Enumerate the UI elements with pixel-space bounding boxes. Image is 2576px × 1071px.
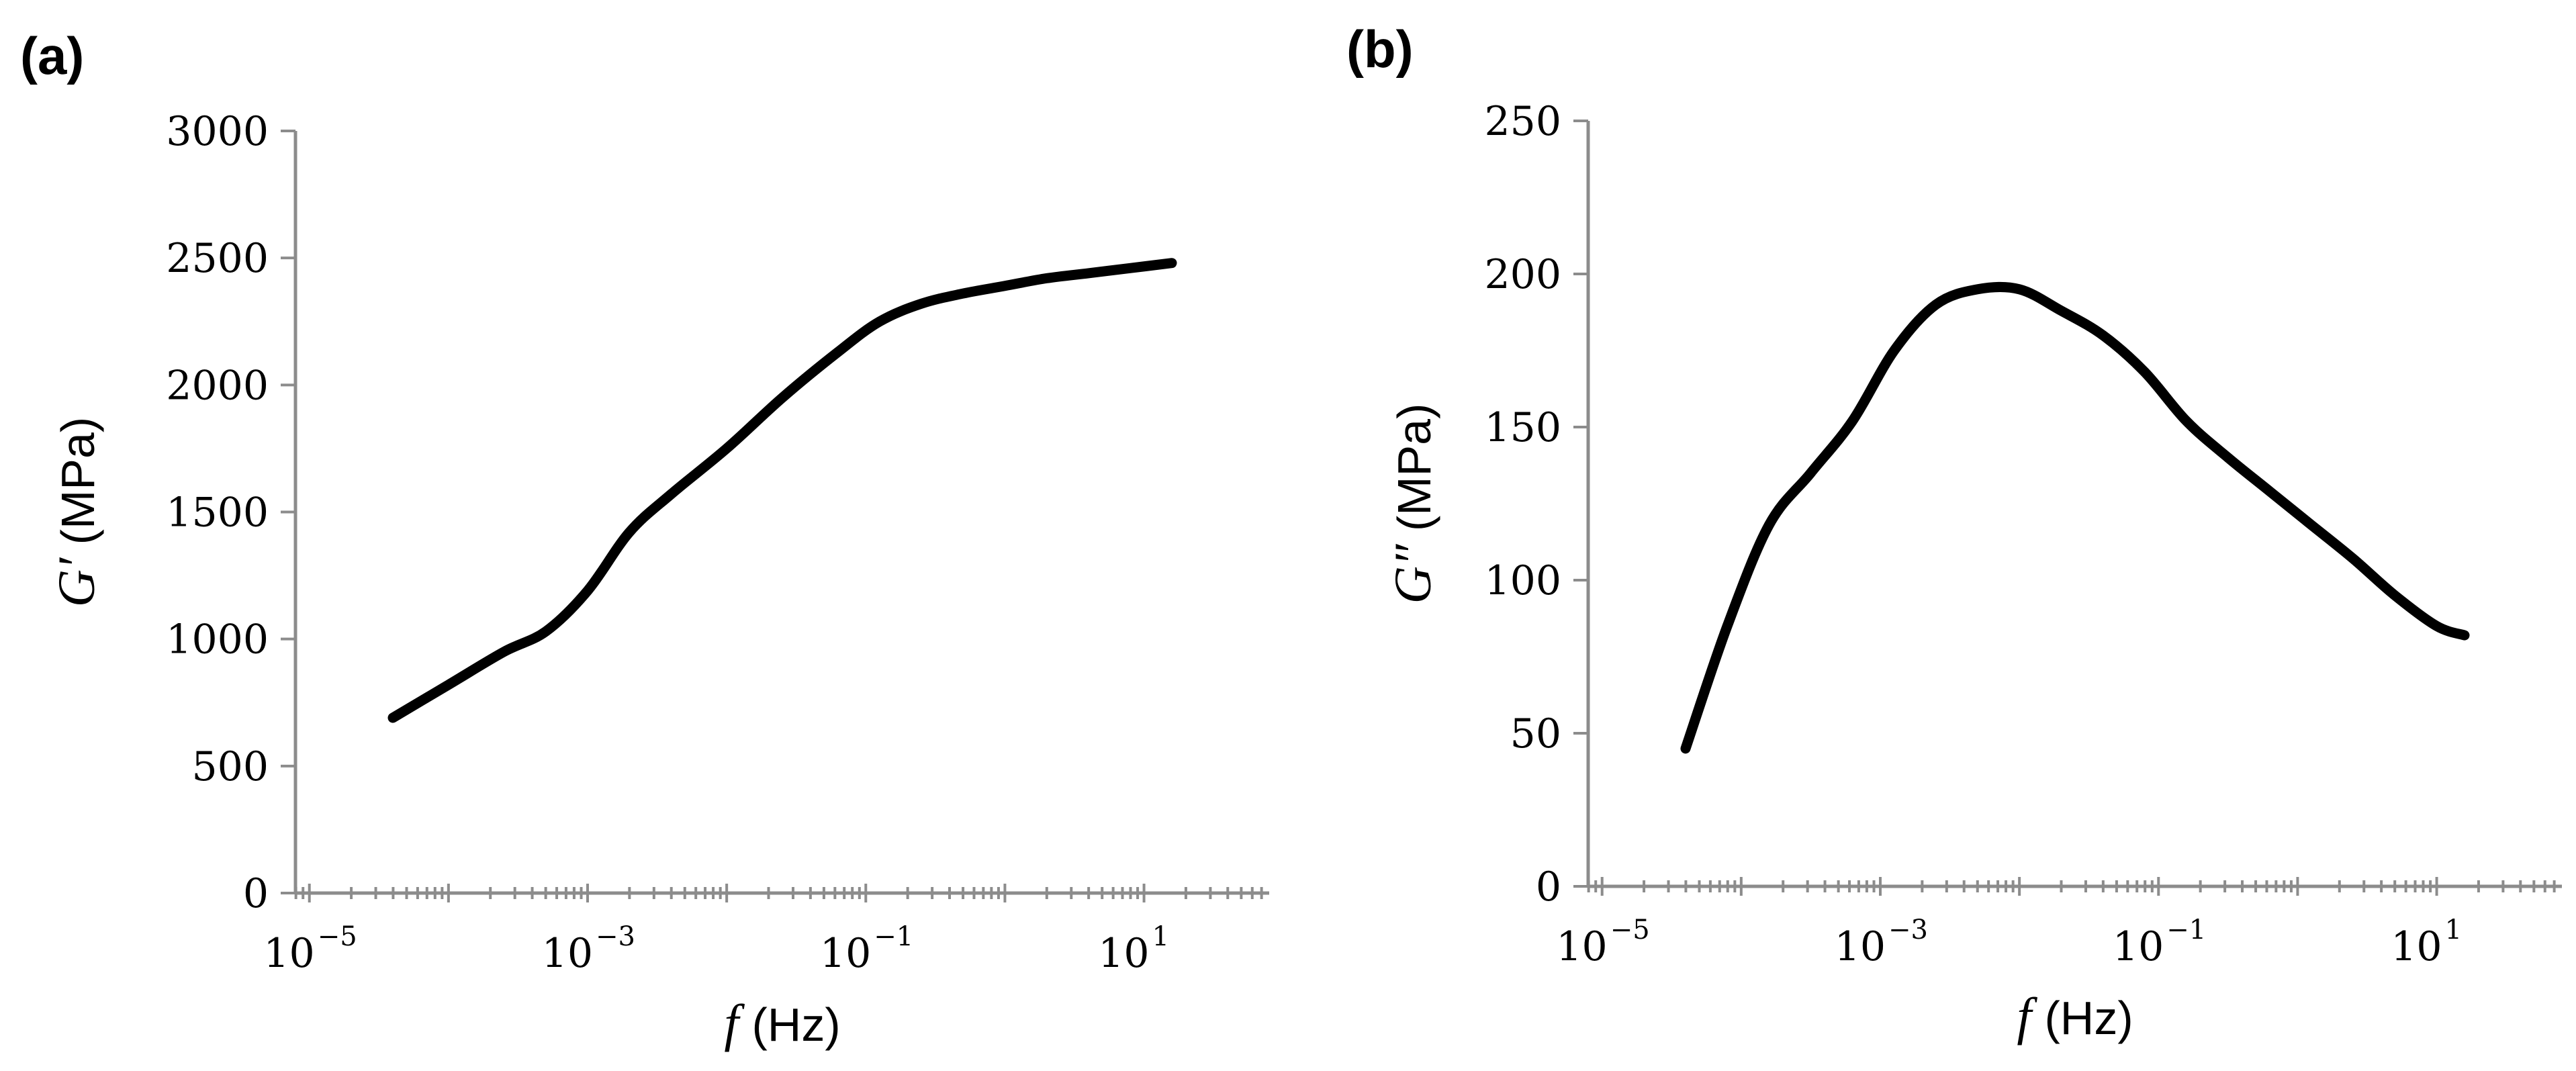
x-axis-label: f (Hz) — [2017, 987, 2133, 1045]
x-tick-exponent: −1 — [2166, 915, 2206, 945]
x-axis-unit: (Hz) — [739, 998, 841, 1051]
x-tick-label: 10 −3 — [1835, 915, 1928, 970]
x-tick-exponent: 1 — [1152, 921, 1169, 952]
x-tick-label: 10 −3 — [542, 921, 635, 977]
x-tick-exponent: −3 — [596, 921, 635, 952]
y-tick-label: 0 — [243, 870, 269, 917]
y-tick-label: 1000 — [166, 616, 269, 663]
x-tick-base: 10 — [1835, 923, 1886, 970]
y-axis-label: G″ (MPa) — [1383, 404, 1442, 604]
y-tick-label: 250 — [1484, 98, 1561, 145]
x-tick-exponent: −3 — [1888, 915, 1928, 945]
x-axis-unit: (Hz) — [2031, 992, 2133, 1044]
x-tick-label: 10 −1 — [820, 921, 913, 977]
x-tick-base: 10 — [263, 930, 314, 977]
x-axis-label: f (Hz) — [724, 994, 840, 1052]
x-tick-exponent: −5 — [1610, 915, 1650, 945]
panel-label: (b) — [1346, 19, 1414, 79]
y-axis-unit: (MPa) — [1388, 404, 1440, 545]
y-tick-label: 1500 — [166, 490, 269, 537]
x-tick-label: 10 1 — [2391, 915, 2462, 970]
y-tick-label: 500 — [191, 743, 269, 790]
y-tick-label: 2000 — [166, 362, 269, 409]
x-tick-base: 10 — [2391, 923, 2442, 970]
panel-label: (a) — [20, 26, 84, 85]
x-tick-label: 10 −5 — [263, 921, 357, 977]
x-tick-base: 10 — [820, 930, 871, 977]
y-tick-label: 50 — [1510, 710, 1561, 757]
x-tick-base: 10 — [2113, 923, 2164, 970]
y-axis-unit: (MPa) — [52, 417, 104, 558]
x-tick-base: 10 — [1098, 930, 1149, 977]
x-tick-label: 10 −1 — [2113, 915, 2206, 970]
y-tick-label: 200 — [1484, 251, 1561, 298]
y-tick-label: 0 — [1536, 864, 1561, 911]
y-axis-variable: G′ — [47, 557, 105, 607]
x-tick-exponent: −5 — [318, 921, 357, 952]
y-tick-label: 150 — [1484, 404, 1561, 451]
x-tick-exponent: 1 — [2445, 915, 2462, 945]
x-tick-base: 10 — [1556, 923, 1607, 970]
series-line-loss-modulus — [1680, 281, 2470, 754]
y-tick-label: 3000 — [166, 108, 269, 155]
y-tick-label: 100 — [1484, 557, 1561, 604]
x-tick-base: 10 — [542, 930, 593, 977]
y-axis-variable: G″ — [1383, 543, 1442, 604]
x-tick-label: 10 1 — [1098, 921, 1169, 977]
x-tick-exponent: −1 — [874, 921, 913, 952]
y-axis-label: G′ (MPa) — [47, 417, 105, 607]
y-tick-label: 2500 — [166, 235, 269, 282]
series-line-storage-modulus — [387, 258, 1177, 723]
x-tick-label: 10 −5 — [1556, 915, 1649, 970]
